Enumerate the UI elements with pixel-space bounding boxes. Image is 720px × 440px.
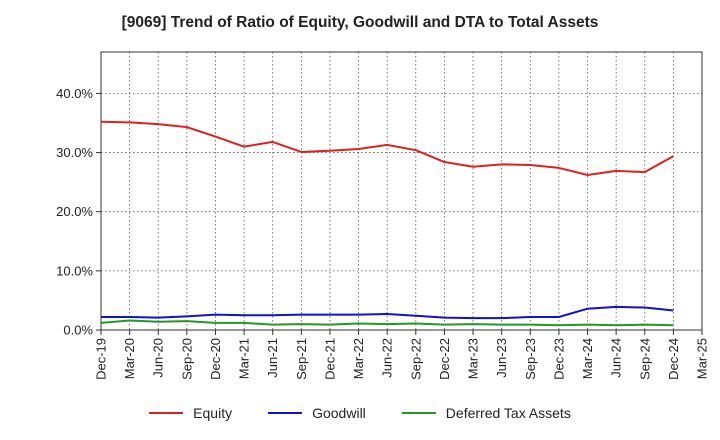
x-tick-label: Sep-24 bbox=[637, 338, 652, 380]
legend-swatch bbox=[401, 412, 436, 414]
x-tick-label: Dec-23 bbox=[551, 338, 566, 380]
x-tick-label: Dec-22 bbox=[437, 338, 452, 380]
x-tick-label: Mar-22 bbox=[351, 338, 366, 379]
x-tick-label: Mar-24 bbox=[580, 338, 595, 379]
legend-swatch bbox=[268, 412, 303, 414]
x-tick-label: Dec-21 bbox=[322, 338, 337, 380]
legend-label: Equity bbox=[193, 405, 233, 421]
x-tick-label: Mar-23 bbox=[466, 338, 481, 379]
legend-item-goodwill: Goodwill bbox=[268, 405, 366, 421]
legend-swatch bbox=[149, 412, 184, 414]
x-tick-label: Dec-20 bbox=[208, 338, 223, 380]
plot-frame bbox=[100, 51, 703, 331]
x-tick-label: Sep-23 bbox=[523, 338, 538, 380]
legend-label: Goodwill bbox=[312, 405, 366, 421]
grid-layer bbox=[101, 52, 702, 330]
x-tick-label: Sep-22 bbox=[408, 338, 423, 380]
x-tick-label: Dec-24 bbox=[666, 338, 681, 380]
y-tick-label: 10.0% bbox=[56, 263, 93, 278]
y-tick-label: 20.0% bbox=[56, 204, 93, 219]
label-layer: 0.0% 10.0% 20.0% 30.0% 40.0% Dec-19 Mar-20 Jun-… bbox=[56, 86, 709, 380]
x-tick-label: Mar-21 bbox=[237, 338, 252, 379]
x-tick-label: Jun-22 bbox=[380, 338, 395, 378]
axis-layer bbox=[96, 51, 703, 335]
series-line-deferred-tax-assets bbox=[100, 319, 674, 327]
x-tick-label: Mar-20 bbox=[122, 338, 137, 379]
series-layer bbox=[100, 120, 674, 327]
series-line-equity bbox=[100, 120, 674, 177]
legend-label: Deferred Tax Assets bbox=[445, 405, 571, 421]
y-tick-label: 40.0% bbox=[56, 86, 93, 101]
y-tick-label: 30.0% bbox=[56, 145, 93, 160]
chart-title: [9069] Trend of Ratio of Equity, Goodwil… bbox=[121, 14, 599, 31]
x-tick-label: Jun-23 bbox=[494, 338, 509, 378]
y-tick-label: 0.0% bbox=[63, 323, 93, 338]
x-tick-label: Sep-21 bbox=[294, 338, 309, 380]
legend-item-deferred-tax-assets: Deferred Tax Assets bbox=[401, 405, 571, 421]
x-tick-label: Dec-19 bbox=[94, 338, 109, 380]
x-tick-label: Jun-21 bbox=[265, 338, 280, 378]
series-line-goodwill bbox=[101, 305, 674, 320]
x-tick-label: Mar-25 bbox=[695, 338, 710, 379]
legend: Equity Goodwill Deferred Tax Assets bbox=[0, 405, 720, 421]
x-tick-label: Sep-20 bbox=[179, 338, 194, 380]
legend-item-equity: Equity bbox=[149, 405, 232, 421]
x-tick-label: Jun-20 bbox=[151, 338, 166, 378]
x-tick-label: Jun-24 bbox=[609, 338, 624, 378]
